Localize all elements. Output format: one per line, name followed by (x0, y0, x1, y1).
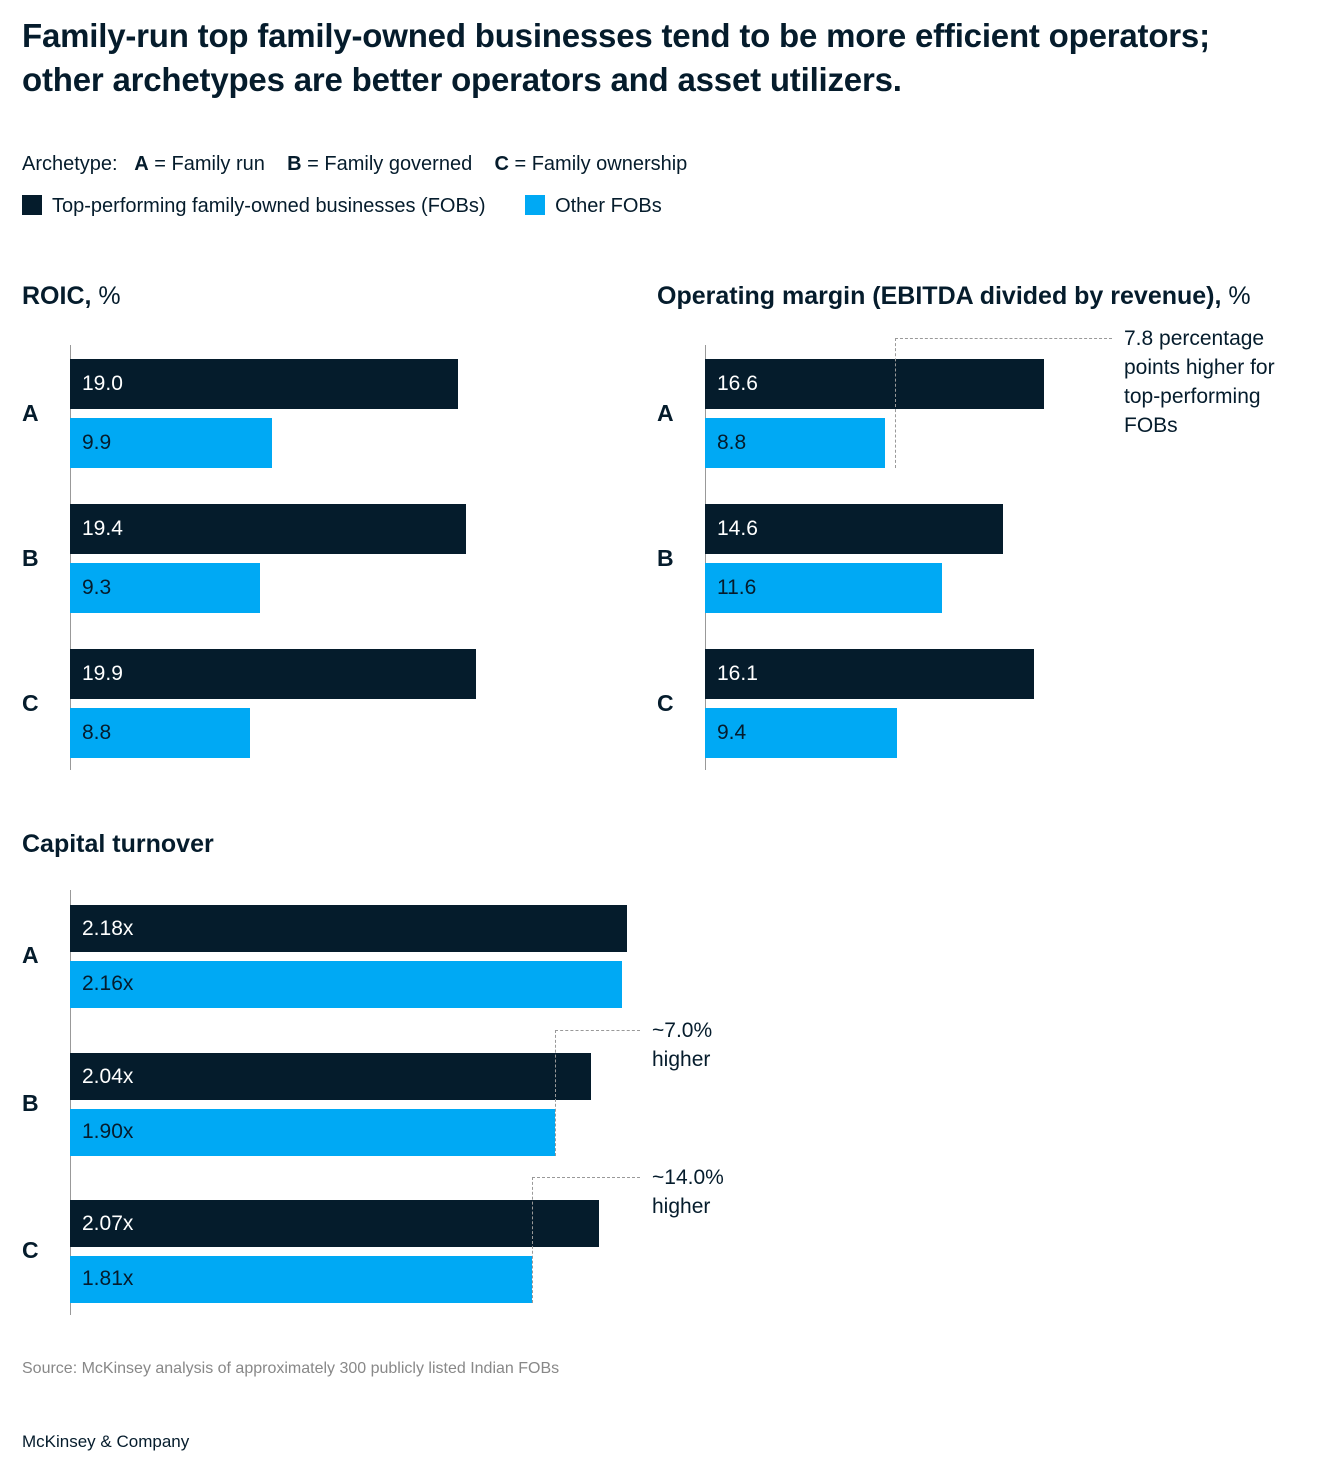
turnover-annotation-line (555, 1030, 640, 1031)
annotation-line-text: higher (652, 1048, 711, 1071)
margin-category-label: C (657, 689, 674, 716)
margin-category-label: A (657, 399, 674, 426)
legend-swatch-other (525, 195, 546, 215)
roic-bar-other: 9.9 (70, 418, 273, 468)
roic-bar-top: 19.0 (70, 359, 458, 409)
turnover-title: Capital turnover (22, 830, 214, 858)
annotation-line-text: top-performing (1124, 385, 1261, 408)
series-legend: Top-performing family-owned businesses (… (22, 194, 662, 218)
mckinsey-logo: McKinsey & Company (22, 1432, 190, 1451)
roic-category-label: A (22, 399, 39, 426)
margin-bar-top: 16.6 (705, 359, 1044, 409)
source-note: Source: McKinsey analysis of approximate… (22, 1360, 560, 1377)
margin-category-label: B (657, 544, 674, 571)
archetype-key: A (134, 153, 149, 175)
margin-axis (705, 345, 706, 770)
annotation-line-text: points higher for (1124, 356, 1275, 379)
archetype-text: = Family governed (301, 153, 473, 175)
margin-annotation-line (894, 338, 1112, 339)
annotation-line-text: ~14.0% (652, 1166, 724, 1189)
turnover-bar-other: 1.90x (70, 1108, 556, 1156)
annotation-line-text: ~7.0% (652, 1019, 713, 1042)
archetype-legend: Archetype: A = Family run B = Family gov… (22, 152, 687, 176)
turnover-bar-top: 2.04x (70, 1053, 592, 1100)
margin-bar-top: 16.1 (705, 649, 1034, 699)
roic-bar-top: 19.4 (70, 504, 467, 554)
turnover-annotation: ~7.0% higher (652, 1016, 712, 1074)
turnover-bar-top: 2.07x (70, 1200, 599, 1247)
roic-bar-other: 8.8 (70, 708, 250, 758)
turnover-category-label: B (22, 1090, 39, 1117)
margin-annotation: 7.8 percentage points higher for top-perfo… (1124, 324, 1275, 440)
margin-title: Operating margin (EBITDA divided by reve… (657, 282, 1251, 310)
turnover-bar-other: 1.81x (70, 1255, 533, 1303)
archetype-text: = Family run (148, 153, 265, 175)
turnover-category-label: A (22, 942, 39, 969)
turnover-axis (70, 890, 71, 1315)
margin-bar-top: 14.6 (705, 504, 1004, 554)
archetype-key: B (287, 153, 302, 175)
roic-category-label: C (22, 689, 39, 716)
legend-label-top: Top-performing family-owned businesses (… (52, 195, 486, 217)
margin-annotation-line (894, 338, 896, 468)
archetype-label: Archetype: (22, 153, 118, 175)
turnover-bar-other: 2.16x (70, 960, 622, 1008)
roic-title: ROIC, % (22, 282, 121, 310)
turnover-annotation-line (555, 1030, 557, 1156)
archetype-key: C (494, 153, 509, 175)
margin-bar-other: 11.6 (705, 563, 942, 613)
margin-bar-other: 9.4 (705, 708, 897, 758)
turnover-category-label: C (22, 1237, 39, 1264)
annotation-line-text: FOBs (1124, 414, 1178, 437)
annotation-line-text: higher (652, 1195, 711, 1218)
turnover-bar-top: 2.18x (70, 905, 627, 952)
roic-axis (70, 345, 71, 770)
legend-label-other: Other FOBs (555, 195, 662, 217)
turnover-annotation-line (532, 1177, 534, 1303)
archetype-text: = Family ownership (508, 153, 688, 175)
roic-bar-other: 9.3 (70, 563, 260, 613)
turnover-annotation-line (532, 1177, 640, 1178)
roic-category-label: B (22, 544, 39, 571)
legend-swatch-top (22, 195, 42, 215)
margin-bar-other: 8.8 (705, 418, 885, 468)
roic-bar-top: 19.9 (70, 649, 477, 699)
chart-title: Family-run top family-owned businesses t… (22, 17, 1210, 98)
annotation-line-text: 7.8 percentage (1124, 327, 1265, 350)
turnover-annotation: ~14.0% higher (652, 1163, 724, 1221)
